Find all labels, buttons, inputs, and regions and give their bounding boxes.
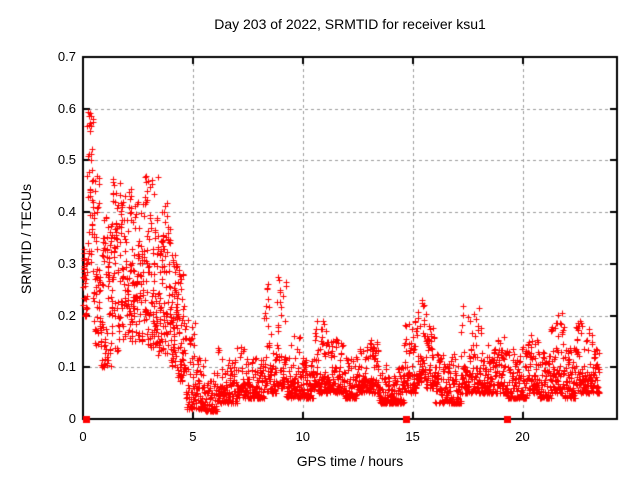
x-tick-label: 20 (515, 429, 530, 444)
x-tick-label: 0 (79, 429, 87, 444)
y-tick-label: 0.7 (57, 49, 76, 64)
x-axis-label: GPS time / hours (296, 453, 404, 469)
x-tick-label: 5 (189, 429, 197, 444)
y-axis-label: SRMTID / TECUs (18, 183, 34, 295)
x-tick-label: 15 (405, 429, 420, 444)
y-tick-label: 0.6 (57, 100, 76, 116)
y-tick-label: 0.2 (57, 307, 76, 323)
y-tick-label: 0.4 (57, 204, 76, 220)
x-tick-label: 10 (295, 429, 310, 444)
y-tick-label: 0.1 (57, 359, 76, 375)
chart-title: Day 203 of 2022, SRMTID for receiver ksu… (214, 16, 486, 32)
y-tick-label: 0 (68, 411, 76, 426)
y-tick-label: 0.5 (57, 152, 76, 168)
y-tick-label: 0.3 (57, 255, 76, 271)
